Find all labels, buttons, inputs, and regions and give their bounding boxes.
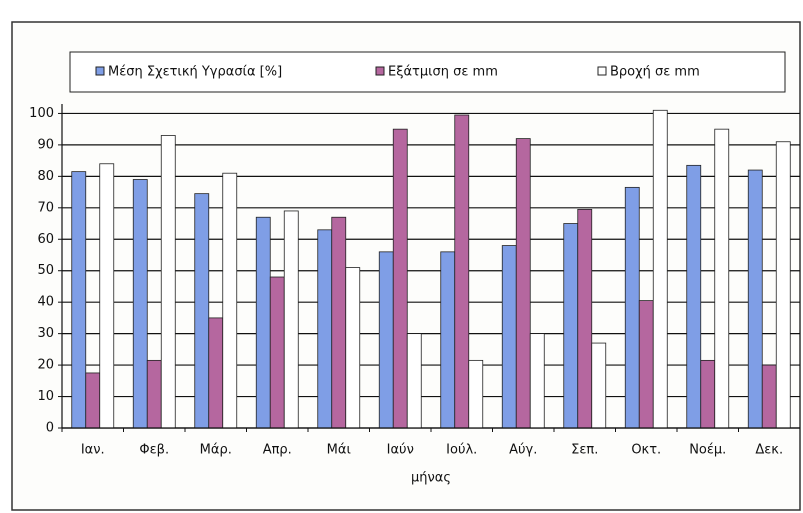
bar — [591, 342, 607, 429]
bar — [146, 359, 162, 429]
y-tick-label: 30 — [37, 326, 54, 341]
bar — [255, 216, 271, 429]
x-tick-label: Ιαν. — [81, 443, 105, 458]
y-tick-label: 0 — [46, 421, 54, 436]
y-tick-label: 40 — [37, 295, 54, 310]
bar — [714, 128, 730, 429]
legend-swatch — [375, 66, 385, 76]
bar — [440, 251, 456, 429]
bar — [71, 171, 87, 429]
x-tick-label: Μάι — [327, 443, 351, 458]
bar — [686, 164, 702, 429]
bar — [563, 223, 579, 429]
y-tick-label: 60 — [37, 232, 54, 247]
legend-label: Εξάτμιση σε mm — [388, 65, 498, 80]
bar — [529, 333, 545, 429]
bar — [652, 109, 668, 429]
bar — [454, 114, 470, 429]
x-tick-label: Ιαύν — [387, 443, 414, 458]
bar — [501, 245, 517, 429]
legend-swatch — [597, 66, 607, 76]
bar — [700, 359, 716, 429]
bar — [392, 128, 408, 429]
y-tick-label: 100 — [29, 106, 54, 121]
bar — [761, 364, 777, 429]
x-tick-label: Απρ. — [263, 443, 292, 458]
bar — [194, 193, 210, 429]
y-tick-label: 70 — [37, 200, 54, 215]
x-tick-label: Φεβ. — [139, 443, 169, 458]
bar — [132, 179, 148, 429]
x-tick-label: Ιούλ. — [446, 443, 477, 458]
legend-swatch — [95, 66, 105, 76]
legend-label: Μέση Σχετική Υγρασία [%] — [108, 65, 282, 80]
bar — [160, 135, 176, 429]
bar — [406, 333, 422, 429]
y-tick-label: 50 — [37, 263, 54, 278]
bar — [624, 186, 640, 429]
bar — [775, 141, 791, 429]
y-tick-label: 10 — [37, 389, 54, 404]
bar — [331, 216, 347, 429]
legend-box — [69, 51, 786, 93]
bar — [747, 169, 763, 429]
x-tick-label: Οκτ. — [631, 443, 661, 458]
y-tick-label: 20 — [37, 358, 54, 373]
x-tick-label: Σεπ. — [571, 443, 598, 458]
x-tick-label: Δεκ. — [755, 443, 783, 458]
bar — [222, 172, 238, 429]
bar — [345, 267, 361, 429]
bar — [515, 138, 531, 429]
bar — [468, 359, 484, 429]
x-tick-label: Αύγ. — [509, 443, 537, 458]
bar — [378, 251, 394, 429]
bar — [269, 276, 285, 429]
bar — [283, 210, 299, 429]
bar — [208, 317, 224, 429]
bar — [99, 163, 115, 429]
x-axis-label: μήνας — [411, 471, 451, 486]
y-tick-label: 80 — [37, 169, 54, 184]
x-tick-label: Νοέμ. — [689, 443, 726, 458]
bar — [85, 372, 101, 429]
y-tick-label: 90 — [37, 137, 54, 152]
bar — [638, 300, 654, 429]
bar — [317, 229, 333, 429]
legend-label: Βροχή σε mm — [610, 65, 700, 80]
bar — [577, 208, 593, 429]
x-tick-label: Μάρ. — [200, 443, 232, 458]
